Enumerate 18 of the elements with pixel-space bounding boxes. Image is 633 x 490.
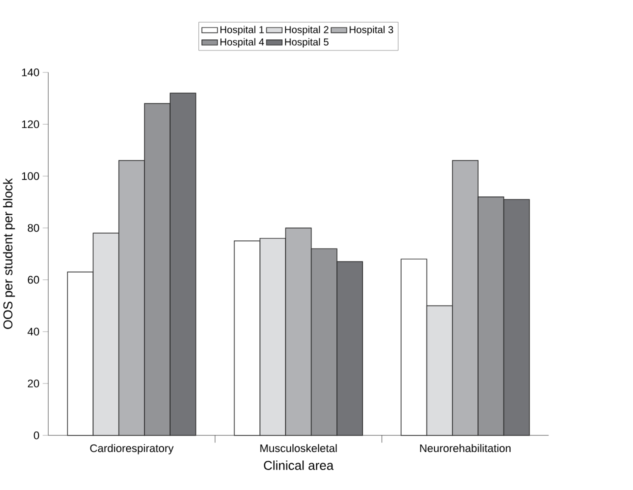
legend-label: Hospital 3 <box>350 26 394 36</box>
x-tick-label: Cardiorespiratory <box>90 444 174 454</box>
y-axis-title: OOS per student per block <box>3 178 15 329</box>
y-tick-label: 40 <box>28 328 40 336</box>
y-tick-label: 140 <box>22 68 40 76</box>
x-tick-label: Neurorehabilitation <box>420 444 511 452</box>
y-tick-label: 0 <box>34 431 40 440</box>
legend-label: Hospital 5 <box>285 38 329 48</box>
x-tick-label: Musculoskeletal <box>260 444 337 452</box>
y-tick-label: 120 <box>22 120 40 128</box>
y-tick-label: 60 <box>28 276 40 284</box>
legend-label: Hospital 2 <box>285 26 328 36</box>
y-tick-label: 80 <box>28 224 40 232</box>
x-axis-title: Clinical area <box>264 460 334 470</box>
legend-label: Hospital 4 <box>220 38 264 48</box>
y-tick-label: 100 <box>22 172 40 180</box>
y-tick-label: 20 <box>28 379 40 388</box>
legend-label: Hospital 1 <box>220 26 264 36</box>
